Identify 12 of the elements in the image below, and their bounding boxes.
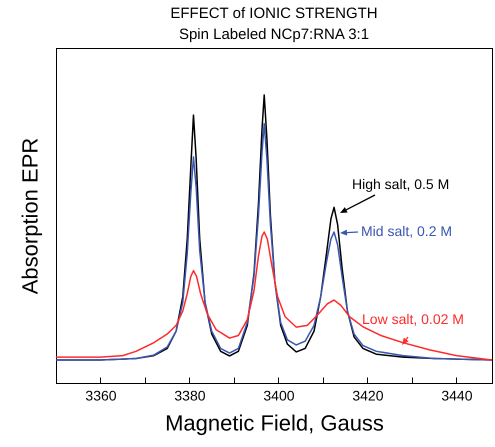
series-label: Low salt, 0.02 M	[362, 311, 464, 327]
chart-subtitle: Spin Labeled NCp7:RNA 3:1	[178, 26, 370, 43]
y-axis-title: Absorption EPR	[18, 138, 42, 294]
series-label: High salt, 0.5 M	[352, 176, 450, 192]
x-tick-label: 3380	[174, 388, 206, 404]
x-tick-label: 3440	[441, 388, 473, 404]
x-tick-label: 3400	[263, 388, 295, 404]
chart-title: EFFECT of IONIC STRENGTH	[170, 5, 378, 22]
legend-label: Mid salt, 0.2 M	[361, 223, 452, 239]
x-axis-title: Magnetic Field, Gauss	[165, 410, 384, 436]
x-tick-label: 3360	[85, 388, 117, 404]
x-tick-label: 3420	[352, 388, 384, 404]
